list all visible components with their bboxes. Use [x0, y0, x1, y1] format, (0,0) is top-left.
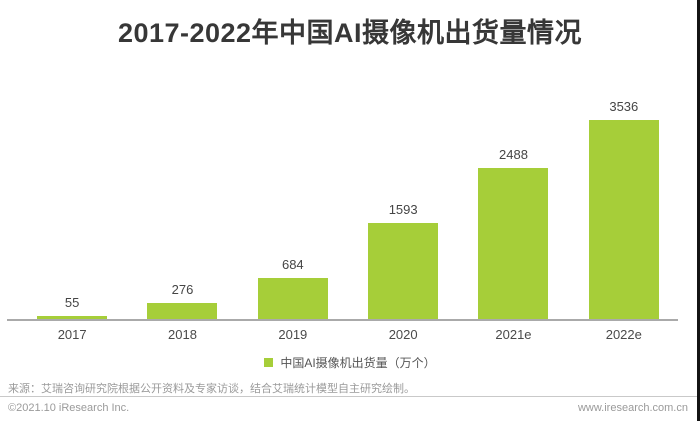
bar — [588, 120, 659, 320]
x-axis-tick-label: 2017 — [57, 327, 87, 342]
x-axis-tick-label: 2018 — [168, 327, 197, 342]
footer-row: ©2021.10 iResearch Inc. www.iresearch.co… — [8, 402, 688, 414]
screenshot-right-border — [697, 0, 700, 421]
bar-value-label: 55 — [64, 295, 80, 310]
bar-column-2020: 1593 — [348, 100, 458, 320]
x-axis-tick-label: 2022e — [605, 327, 642, 342]
bar-value-label: 276 — [171, 282, 194, 297]
bar-column-2018: 276 — [127, 100, 237, 320]
legend-label: 中国AI摄像机出货量（万个） — [280, 356, 436, 370]
website-link[interactable]: www.iresearch.com.cn — [577, 402, 688, 414]
bar-value-label: 1593 — [388, 202, 418, 217]
chart-title: 2017-2022年中国AI摄像机出货量情况 — [117, 18, 583, 48]
bar-value-label: 3536 — [609, 99, 639, 114]
bar — [257, 278, 328, 320]
x-axis-tick-label: 2021e — [495, 327, 532, 342]
bar-column-2022e: 3536 — [569, 100, 679, 320]
bar — [147, 303, 218, 320]
x-axis-labels: 2017 2018 2019 2020 2021e 2022e — [17, 327, 679, 342]
chart-legend: 中国AI摄像机出货量（万个） — [0, 354, 700, 371]
bar-column-2021e: 2488 — [458, 100, 568, 320]
bar-value-label: 2488 — [499, 147, 528, 162]
bar — [478, 168, 549, 320]
copyright-text: ©2021.10 iResearch Inc. — [8, 402, 130, 414]
x-axis-tick-label: 2019 — [278, 327, 308, 342]
bar-column-2017: 55 — [17, 100, 127, 320]
x-axis-line — [7, 319, 678, 321]
bar-column-2019: 684 — [238, 100, 348, 320]
source-note: 来源：艾瑞咨询研究院根据公开资料及专家访谈，结合艾瑞统计模型自主研究绘制。 — [8, 383, 415, 395]
x-axis-tick-label: 2020 — [388, 327, 418, 342]
bars-container: 55 276 684 1593 2488 3536 — [17, 100, 679, 320]
footer-divider — [0, 396, 700, 397]
legend-square-icon — [264, 358, 274, 367]
bar — [37, 316, 108, 320]
bar — [368, 223, 439, 320]
bar-value-label: 684 — [281, 257, 304, 272]
